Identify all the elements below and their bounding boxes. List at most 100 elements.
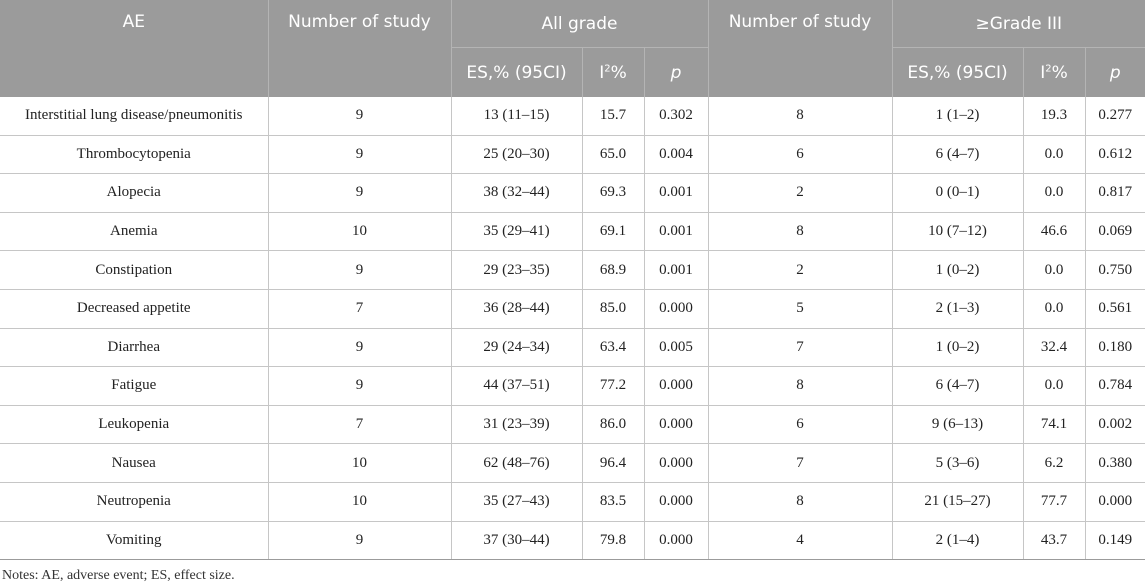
i2-grade3-cell: 0.0 [1023,366,1086,406]
p-all-grade-cell: 0.004 [644,135,709,175]
p-grade3-cell: 0.002 [1085,405,1145,445]
i2-grade3-cell: 0.0 [1023,250,1086,290]
table-row: Anemia 10 35 (29–41) 69.1 0.001 8 10 (7–12) 46.… [0,212,1145,252]
number-of-study-cell: 7 [268,405,452,445]
table-row: Neutropenia 10 35 (27–43) 83.5 0.000 8 21 (15–… [0,482,1145,522]
table-row: Vomiting 9 37 (30–44) 79.8 0.000 4 2 (1–4) 43.7… [0,521,1145,561]
es-all-grade-cell: 35 (27–43) [451,482,583,522]
number-of-study-cell: 9 [268,366,452,406]
i2-all-grade-cell: 79.8 [582,521,645,561]
col-header-p-grade3: p [1085,47,1145,97]
es-grade3-cell: 9 (6–13) [892,405,1024,445]
i2-all-grade-cell: 69.1 [582,212,645,252]
i2-all-grade-cell: 83.5 [582,482,645,522]
p-all-grade-cell: 0.000 [644,521,709,561]
number-of-study-grade3-cell: 8 [708,482,893,522]
es-all-grade-cell: 35 (29–41) [451,212,583,252]
ae-cell: Nausea [0,443,269,483]
table-header: AE Number of study All grade Number of s… [0,0,1145,97]
p-grade3-cell: 0.069 [1085,212,1145,252]
es-all-grade-cell: 44 (37–51) [451,366,583,406]
table-row: Interstitial lung disease/pneumonitis 9 13… [0,97,1145,136]
col-header-ae: AE [0,0,269,97]
p-all-grade-cell: 0.001 [644,173,709,213]
i2-grade3-cell: 19.3 [1023,97,1086,136]
number-of-study-grade3-cell: 4 [708,521,893,561]
es-all-grade-cell: 29 (24–34) [451,328,583,368]
i2-all-grade-cell: 15.7 [582,97,645,136]
i2-grade3-cell: 74.1 [1023,405,1086,445]
p-all-grade-cell: 0.005 [644,328,709,368]
p-grade3-cell: 0.817 [1085,173,1145,213]
number-of-study-grade3-cell: 6 [708,135,893,175]
number-of-study-grade3-cell: 2 [708,250,893,290]
number-of-study-cell: 9 [268,135,452,175]
table-body: Interstitial lung disease/pneumonitis 9 13… [0,97,1145,561]
p-grade3-cell: 0.380 [1085,443,1145,483]
p-all-grade-cell: 0.302 [644,97,709,136]
es-all-grade-cell: 62 (48–76) [451,443,583,483]
number-of-study-cell: 9 [268,521,452,561]
i2-all-grade-cell: 77.2 [582,366,645,406]
i2-grade3-cell: 6.2 [1023,443,1086,483]
p-all-grade-cell: 0.000 [644,405,709,445]
col-header-number-of-study: Number of study [268,0,452,97]
p-all-grade-cell: 0.000 [644,289,709,329]
number-of-study-grade3-cell: 8 [708,366,893,406]
ae-cell: Leukopenia [0,405,269,445]
i2-grade3-cell: 46.6 [1023,212,1086,252]
es-all-grade-cell: 25 (20–30) [451,135,583,175]
number-of-study-grade3-cell: 2 [708,173,893,213]
table-row: Constipation 9 29 (23–35) 68.9 0.001 2 1 (0–2)… [0,250,1145,290]
i2-grade3-cell: 77.7 [1023,482,1086,522]
ae-cell: Constipation [0,250,269,290]
es-grade3-cell: 2 (1–4) [892,521,1024,561]
p-grade3-cell: 0.180 [1085,328,1145,368]
p-grade3-cell: 0.561 [1085,289,1145,329]
i2-all-grade-cell: 85.0 [582,289,645,329]
es-grade3-cell: 1 (0–2) [892,250,1024,290]
p-all-grade-cell: 0.000 [644,443,709,483]
col-header-es-all: ES,% (95CI) [451,47,583,97]
ae-cell: Decreased appetite [0,289,269,329]
p-grade3-cell: 0.784 [1085,366,1145,406]
es-grade3-cell: 2 (1–3) [892,289,1024,329]
es-all-grade-cell: 29 (23–35) [451,250,583,290]
col-header-number-of-study-grade3: Number of study [708,0,893,97]
es-all-grade-cell: 38 (32–44) [451,173,583,213]
col-header-grade3: ≥Grade III [892,0,1145,48]
ae-cell: Neutropenia [0,482,269,522]
ae-cell: Alopecia [0,173,269,213]
p-grade3-cell: 0.612 [1085,135,1145,175]
p-grade3-cell: 0.277 [1085,97,1145,136]
es-grade3-cell: 1 (1–2) [892,97,1024,136]
i2-all-grade-cell: 63.4 [582,328,645,368]
number-of-study-grade3-cell: 6 [708,405,893,445]
ae-cell: Anemia [0,212,269,252]
table-notes: Notes: AE, adverse event; ES, effect siz… [2,568,235,584]
es-all-grade-cell: 37 (30–44) [451,521,583,561]
number-of-study-grade3-cell: 8 [708,212,893,252]
number-of-study-cell: 10 [268,443,452,483]
ae-cell: Vomiting [0,521,269,561]
col-header-es-grade3: ES,% (95CI) [892,47,1024,97]
es-grade3-cell: 6 (4–7) [892,135,1024,175]
number-of-study-cell: 9 [268,328,452,368]
es-grade3-cell: 5 (3–6) [892,443,1024,483]
table-row: Thrombocytopenia 9 25 (20–30) 65.0 0.004 6 6 (… [0,135,1145,175]
p-grade3-cell: 0.000 [1085,482,1145,522]
table-row: Decreased appetite 7 36 (28–44) 85.0 0.000 5 2… [0,289,1145,329]
i2-grade3-cell: 0.0 [1023,135,1086,175]
es-grade3-cell: 21 (15–27) [892,482,1024,522]
col-header-p-all: p [644,47,709,97]
i2-all-grade-cell: 96.4 [582,443,645,483]
col-header-i2-all: I2% [582,47,645,97]
p-all-grade-cell: 0.000 [644,366,709,406]
table-row: Alopecia 9 38 (32–44) 69.3 0.001 2 0 (0–1) 0.0 0… [0,173,1145,213]
number-of-study-grade3-cell: 5 [708,289,893,329]
i2-all-grade-cell: 86.0 [582,405,645,445]
number-of-study-cell: 9 [268,250,452,290]
number-of-study-grade3-cell: 7 [708,443,893,483]
i2-all-grade-cell: 69.3 [582,173,645,213]
i2-grade3-cell: 0.0 [1023,289,1086,329]
